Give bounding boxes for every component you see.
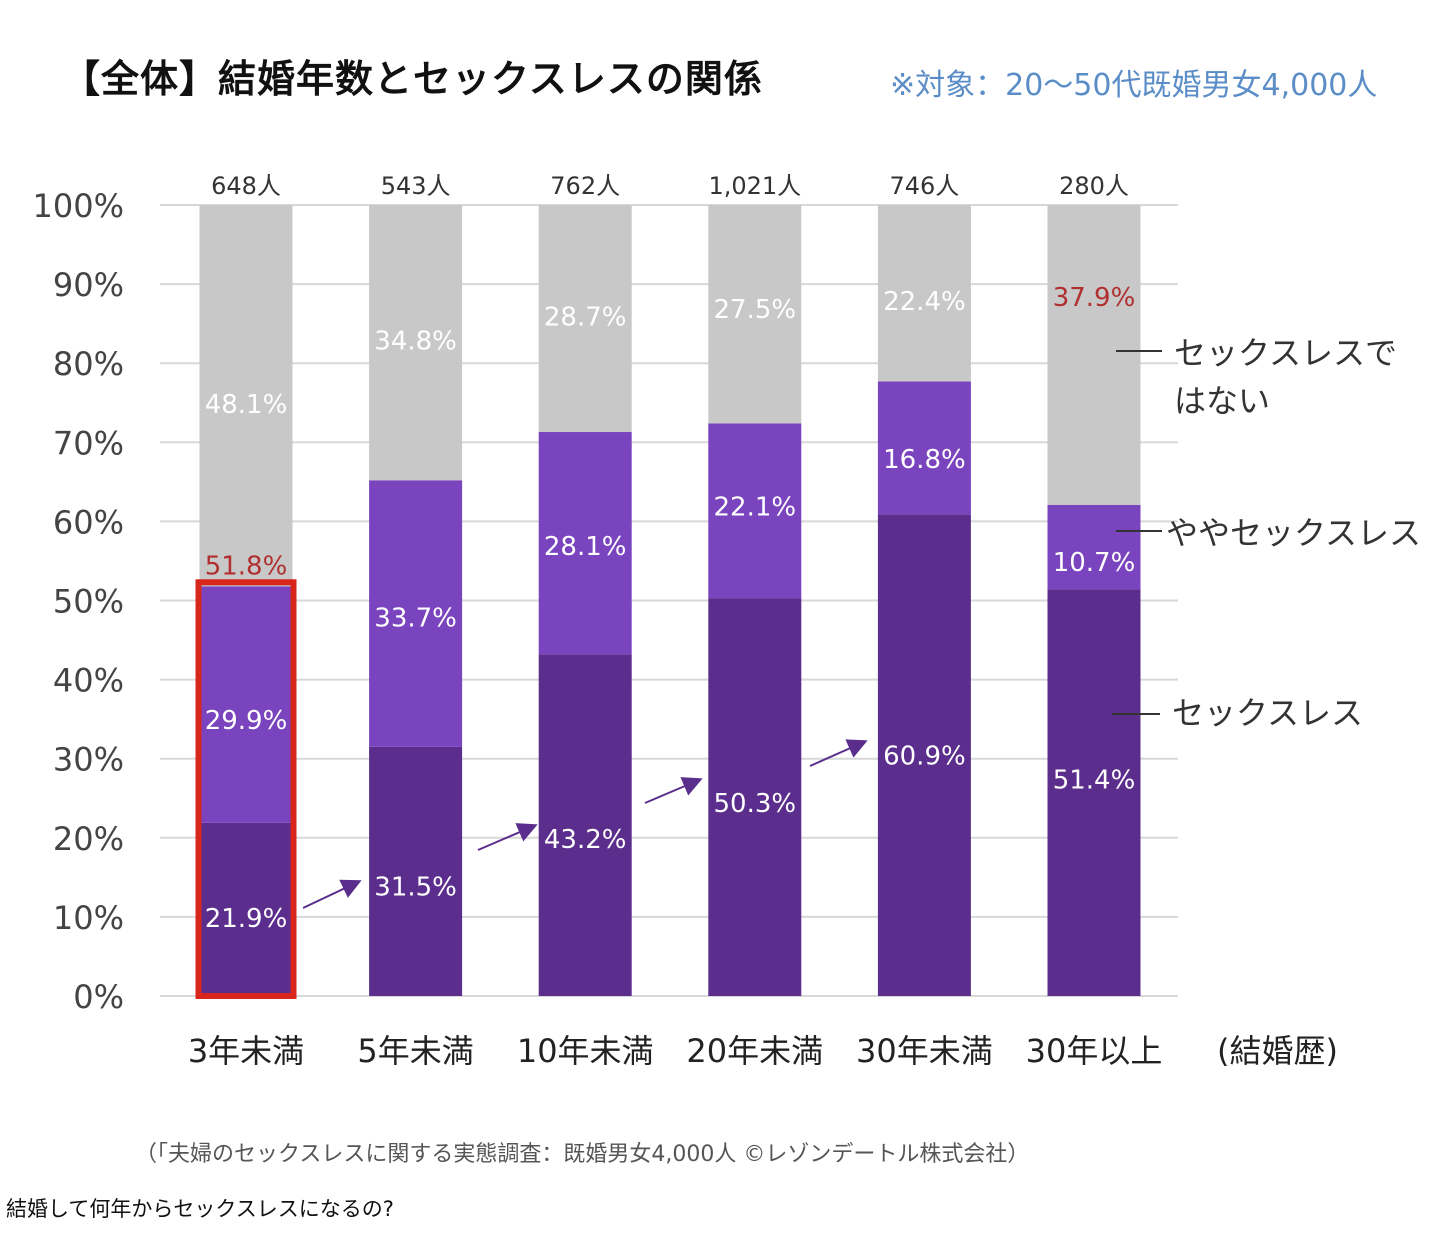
bar-segment-sexless <box>199 822 293 996</box>
data-label: 60.9% <box>883 742 966 772</box>
bar-segment-sexless <box>538 654 632 996</box>
data-label: 16.8% <box>883 445 966 475</box>
data-label: 28.7% <box>544 303 627 333</box>
y-tick-label: 70% <box>53 424 124 462</box>
x-tick-label: 30年以上 <box>1026 1032 1163 1070</box>
bar-segment-not-sexless <box>199 205 293 587</box>
data-label: 29.9% <box>205 706 288 736</box>
data-label: 33.7% <box>374 603 457 633</box>
trend-arrow <box>809 739 868 767</box>
bar-segment-somewhat <box>877 381 971 515</box>
data-label: 34.8% <box>374 326 457 356</box>
chart-subtitle: ※対象：20〜50代既婚男女4,000人 <box>890 68 1378 103</box>
x-axis-suffix: (結婚歴) <box>1217 1032 1338 1070</box>
y-tick-label: 90% <box>53 266 124 304</box>
legend-label-somewhat: ややセックスレス <box>1166 514 1421 552</box>
bar-segment-not-sexless <box>538 205 632 433</box>
bar-segment-somewhat <box>708 423 802 599</box>
data-label: 22.1% <box>713 493 796 523</box>
data-label: 10.7% <box>1053 548 1136 578</box>
data-label: 31.5% <box>374 872 457 902</box>
data-label: 21.9% <box>205 904 288 934</box>
source-note: （「夫婦のセックスレスに関する実態調査：既婚男女4,000人 ©レゾンデートル株… <box>135 1142 1030 1167</box>
y-tick-label: 0% <box>73 978 124 1016</box>
y-tick-label: 100% <box>33 187 124 225</box>
bar-segment-not-sexless <box>877 205 971 382</box>
trend-arrow <box>644 777 703 804</box>
bar-segment-somewhat <box>1047 504 1141 590</box>
data-label: 43.2% <box>544 825 627 855</box>
count-label: 648人 <box>211 172 281 200</box>
y-tick-label: 50% <box>53 583 124 621</box>
bar-segment-somewhat <box>199 586 293 823</box>
y-tick-label: 40% <box>53 662 124 700</box>
highlight-total-label: 51.8% <box>205 551 288 581</box>
data-label: 27.5% <box>713 295 796 325</box>
legend-label-sexless: セックスレス <box>1172 694 1363 732</box>
bar-segment-sexless <box>877 514 971 996</box>
data-label: 51.4% <box>1053 765 1136 795</box>
grid-lines <box>160 204 1178 997</box>
count-label: 280人 <box>1059 172 1129 200</box>
x-tick-label: 30年未満 <box>856 1032 993 1070</box>
legend-label-not-sexless-2: はない <box>1174 382 1270 420</box>
bar-segment-not-sexless <box>369 205 463 481</box>
y-tick-label: 30% <box>53 741 124 779</box>
annotations: 51.8% <box>195 551 868 1000</box>
y-tick-label: 80% <box>53 345 124 383</box>
x-tick-label: 10年未満 <box>517 1032 654 1070</box>
x-axis: 3年未満 5年未満 10年未満 20年未満 30年未満 30年以上 (結婚歴) <box>188 1032 1338 1070</box>
bar-segment-somewhat <box>538 432 632 655</box>
count-label: 762人 <box>550 172 620 200</box>
trend-arrow <box>477 823 538 851</box>
bars <box>199 205 1141 996</box>
data-labels: 648人 543人 762人 1,021人 746人 280人 21.9% 31.5% 43.2… <box>205 172 1136 934</box>
bar-segment-not-sexless <box>708 205 802 424</box>
count-label: 746人 <box>889 172 959 200</box>
y-tick-label: 10% <box>53 899 124 937</box>
y-axis: 0% 10% 20% 30% 40% 50% 60% 70% 80% 90% 100% <box>33 187 124 1016</box>
count-label: 1,021人 <box>708 172 801 200</box>
trend-arrow <box>302 879 362 909</box>
data-label: 37.9% <box>1053 283 1136 313</box>
count-label: 543人 <box>381 172 451 200</box>
x-tick-label: 5年未満 <box>357 1032 473 1070</box>
y-tick-label: 60% <box>53 503 124 541</box>
highlight-box <box>195 579 297 1000</box>
data-label: 28.1% <box>544 532 627 562</box>
data-label: 22.4% <box>883 287 966 317</box>
data-label: 48.1% <box>205 390 288 420</box>
x-tick-label: 20年未満 <box>686 1032 823 1070</box>
data-label: 50.3% <box>713 789 796 819</box>
x-tick-label: 3年未満 <box>188 1032 304 1070</box>
bar-segment-somewhat <box>369 480 463 747</box>
bar-segment-sexless <box>369 746 463 996</box>
bar-segment-not-sexless <box>1047 205 1141 505</box>
legend-label-not-sexless: セックスレスで <box>1174 334 1397 372</box>
chart-title: 【全体】結婚年数とセックスレスの関係 <box>62 57 763 101</box>
y-tick-label: 20% <box>53 820 124 858</box>
bar-segment-sexless <box>1047 589 1141 996</box>
bar-segment-sexless <box>708 598 802 996</box>
page-caption: 結婚して何年からセックスレスになるの? <box>6 1197 394 1221</box>
